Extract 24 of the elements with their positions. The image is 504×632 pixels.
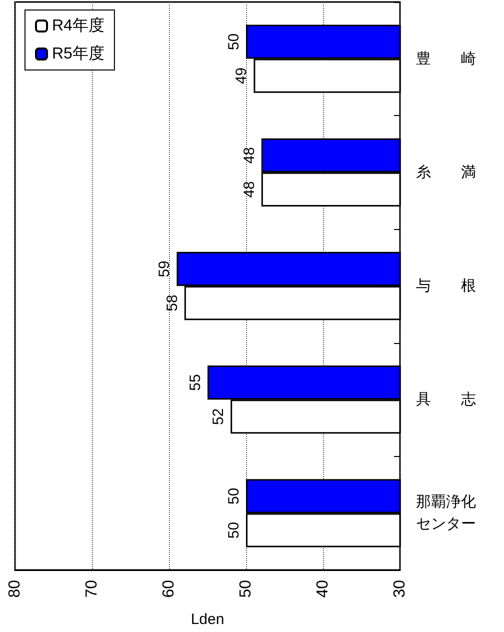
x-tick-label: 30 <box>392 580 408 598</box>
x-tick-label: 50 <box>238 580 254 598</box>
data-label: 55 <box>187 374 204 391</box>
data-label: 50 <box>226 522 242 539</box>
x-tick-label: 60 <box>160 580 178 598</box>
data-label: 50 <box>226 33 242 50</box>
y-tick-label: 糸 満 <box>416 164 476 181</box>
x-tick-label: 80 <box>6 580 24 598</box>
x-axis-title: Lden <box>190 611 224 628</box>
legend-label: R4年度 <box>52 16 104 34</box>
data-label: 59 <box>156 260 174 278</box>
legend-label: R5年度 <box>52 44 104 62</box>
x-tick-label: 40 <box>314 580 332 598</box>
y-tick-label: 那覇浄化センター <box>416 494 476 533</box>
y-tick-label: 具 志 <box>416 391 476 408</box>
data-label: 52 <box>210 408 228 425</box>
data-label: 48 <box>240 181 258 198</box>
y-tick-label: 与 根 <box>416 278 476 294</box>
x-tick-label: 70 <box>84 580 100 598</box>
data-label: 49 <box>233 67 250 84</box>
data-label: 48 <box>240 147 258 164</box>
data-label: 50 <box>226 488 242 505</box>
y-tick-label: 豊 崎 <box>416 50 476 68</box>
data-label: 58 <box>164 294 181 312</box>
